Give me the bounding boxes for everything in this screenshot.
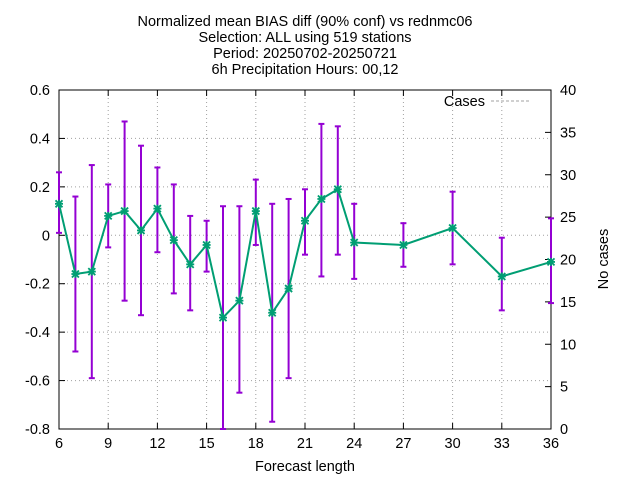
data-point [333, 185, 342, 194]
y-tick-label: -0.2 [25, 277, 50, 293]
title-line-2: Selection: ALL using 519 stations [198, 30, 411, 46]
y-tick-label: 0 [42, 228, 50, 244]
x-tick-label: 24 [346, 436, 362, 452]
y-tick-label: -0.4 [25, 325, 50, 341]
data-point [448, 223, 457, 233]
title-line-1: Normalized mean BIAS diff (90% conf) vs … [138, 14, 473, 30]
legend: Cases [444, 94, 529, 110]
data-point [235, 296, 244, 305]
x-tick-label: 33 [494, 436, 510, 452]
data-point [120, 206, 129, 216]
data-point [87, 267, 96, 276]
y-tick-label: -0.6 [25, 374, 50, 390]
data-point [202, 240, 211, 250]
data-point [186, 260, 195, 269]
data-point [104, 211, 113, 221]
data-point [546, 257, 556, 267]
x-tick-label: 21 [297, 436, 313, 452]
data-point [268, 308, 277, 317]
y2-tick-label: 40 [560, 83, 576, 99]
x-tick-label: 15 [199, 436, 215, 452]
data-point [251, 206, 260, 216]
data-point [399, 240, 408, 250]
data-point [350, 238, 359, 247]
y2-tick-label: 10 [560, 337, 576, 353]
data-point [169, 235, 178, 245]
x-tick-label: 36 [543, 436, 559, 452]
y2-axis: 0 5 10 15 20 25 30 35 40 [545, 83, 576, 438]
y2-axis-label: No cases [596, 229, 612, 289]
y-tick-label: 0.6 [30, 83, 50, 99]
grid [59, 90, 551, 429]
data-point [136, 226, 146, 235]
y2-tick-label: 0 [560, 422, 568, 438]
y-tick-label: -0.8 [25, 422, 50, 438]
y2-tick-label: 5 [560, 380, 568, 396]
data-point [54, 199, 64, 208]
data-point [71, 269, 80, 279]
chart-title: Normalized mean BIAS diff (90% conf) vs … [138, 14, 473, 78]
y-axis: -0.8 -0.6 -0.4 -0.2 0 0.2 0.4 0.6 [25, 83, 65, 438]
x-tick-label: 9 [104, 436, 112, 452]
x-tick-label: 27 [395, 436, 411, 452]
legend-entry-cases: Cases [444, 94, 485, 110]
y2-tick-label: 15 [560, 295, 576, 311]
x-tick-label: 6 [55, 436, 63, 452]
y2-tick-label: 35 [560, 125, 576, 141]
data-point [218, 313, 228, 322]
data-point [153, 204, 162, 213]
y-tick-label: 0.2 [30, 180, 50, 196]
y2-tick-label: 30 [560, 168, 576, 184]
title-line-3: Period: 20250702-20250721 [213, 46, 397, 62]
y2-tick-label: 25 [560, 210, 576, 226]
x-tick-label: 12 [149, 436, 165, 452]
data-point [317, 194, 326, 204]
x-axis-label: Forecast length [255, 459, 355, 475]
y2-tick-label: 20 [560, 253, 576, 269]
x-axis: 6 9 12 15 18 21 24 27 30 33 36 [55, 90, 559, 452]
data-point [284, 284, 293, 293]
x-tick-label: 30 [445, 436, 461, 452]
title-line-4: 6h Precipitation Hours: 00,12 [212, 62, 399, 78]
data-point [300, 216, 310, 225]
data-point [497, 272, 506, 281]
x-tick-label: 18 [248, 436, 264, 452]
y-tick-label: 0.4 [30, 131, 50, 147]
points [54, 185, 556, 322]
